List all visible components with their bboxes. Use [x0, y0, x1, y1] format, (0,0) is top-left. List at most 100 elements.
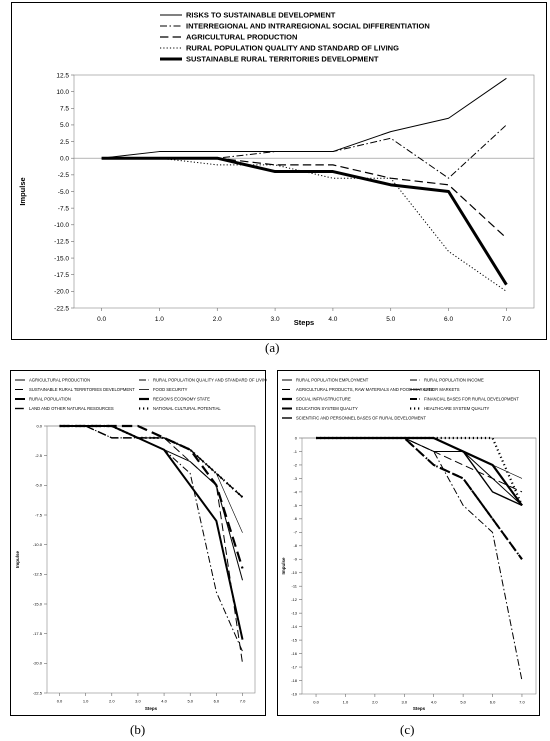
chart-b-legend-label: FOOD SECURITY: [153, 387, 188, 392]
chart-c-y-tick-label: -3: [293, 476, 297, 481]
chart-a-legend-label: INTERREGIONAL AND INTRAREGIONAL SOCIAL D…: [186, 22, 430, 31]
chart-b-series-line-8: [59, 424, 244, 499]
chart-c-legend-label: SCIENTIFIC AND PERSONNEL BASES OF RURAL …: [296, 415, 426, 420]
chart-b-y-tick-label: -5.0: [35, 483, 43, 488]
chart-c-y-tick-label: -2: [293, 462, 297, 467]
chart-c-y-tick-label: -13: [291, 611, 298, 616]
chart-c-x-axis-label: Steps: [413, 706, 426, 711]
chart-c-y-tick-label: -10: [291, 570, 298, 575]
chart-a-y-tick-label: -17.5: [54, 272, 69, 279]
chart-b-series-line-3: [59, 425, 244, 664]
chart-c-y-tick-label: -14: [291, 624, 298, 629]
chart-a-plot-frame: [73, 74, 535, 309]
chart-b-plot-frame: [46, 425, 256, 694]
chart-b-series-line-1: [59, 425, 244, 581]
chart-a-y-tick-label: -12.5: [54, 239, 69, 246]
chart-b-series-line-4: [59, 425, 243, 533]
chart-b-x-tick-label: 6.0: [214, 699, 220, 704]
chart-b-legend-label: LAND AND OTHER NATURAL RESOURCES: [29, 406, 114, 411]
chart-a-x-tick-label: 1.0: [155, 316, 164, 323]
chart-a-y-tick-label: 2.5: [60, 139, 69, 146]
chart-c-y-axis-label: Impulse: [281, 557, 286, 575]
chart-c-legend-label: HEALTHCARE SYSTEM QUALITY: [424, 406, 490, 411]
chart-b-x-tick-label: 7.0: [240, 699, 246, 704]
chart-a-x-tick-label: 3.0: [271, 316, 280, 323]
chart-b-legend-label: AGRICULTURAL PRODUCTION: [29, 377, 90, 382]
chart-a-y-tick-label: -22.5: [54, 305, 69, 312]
chart-b-y-tick-label: -10.0: [33, 542, 43, 547]
chart-a-series-line-4: [101, 157, 507, 292]
chart-b-x-tick-label: 0.0: [57, 699, 63, 704]
chart-c-x-tick-label: 0.0: [313, 700, 319, 705]
chart-b-y-tick-label: -7.5: [35, 512, 43, 517]
chart-c-y-tick-label: -17: [291, 664, 298, 669]
chart-a-y-tick-label: 12.5: [56, 72, 69, 79]
chart-a-panel: 12.5 10.0 7.5 5.0 2.5 0.0 -2.5 -5.0 -7.5 -10.0 -12…: [11, 2, 547, 340]
chart-a-y-tick-label: -10.0: [54, 222, 69, 229]
chart-b-y-tick-label: 0.0: [36, 423, 42, 428]
chart-c-x-tick-label: 2.0: [372, 700, 378, 705]
chart-c-legend-label: EDUCATION SYSTEM QUALITY: [296, 406, 358, 411]
chart-a-legend-label: RISKS TO SUSTAINABLE DEVELOPMENT: [186, 11, 336, 20]
chart-a-x-tick-label: 6.0: [444, 316, 453, 323]
chart-c-legend-label: RURAL POPULATION EMPLOYMENT: [296, 377, 369, 382]
chart-c-panel: 0 -1 -2 -3 -4 -5 -6 -7 -8 -9 -10 -11 -12 -13 -14 -15 -16…: [277, 370, 540, 716]
chart-c-y-tick-label: -6: [293, 516, 297, 521]
chart-c-y-tick-label: -9: [293, 557, 297, 562]
chart-a-legend-label: RURAL POPULATION QUALITY AND STANDARD OF…: [186, 44, 399, 53]
chart-c-y-tick-label: -8: [293, 543, 297, 548]
chart-c-legend-label: AGRICULTURAL PRODUCTS, RAW MATERIALS AND…: [296, 387, 434, 392]
chart-b-x-axis-label: Steps: [145, 706, 158, 711]
chart-b-x-tick-label: 4.0: [161, 699, 167, 704]
chart-a-series-line-2: [101, 124, 507, 179]
chart-b-legend-label: RURAL POPULATION QUALITY AND STANDARD OF…: [153, 377, 267, 382]
chart-c-y-tick-label: -18: [291, 678, 298, 683]
chart-b-y-tick-label: -22.5: [33, 690, 43, 695]
chart-b-x-tick-label: 5.0: [187, 699, 193, 704]
chart-a: 12.5 10.0 7.5 5.0 2.5 0.0 -2.5 -5.0 -7.5 -10.0 -12…: [18, 11, 535, 327]
chart-c-series-line-2: [316, 437, 523, 681]
chart-c-x-tick-label: 5.0: [460, 700, 466, 705]
chart-c-legend-label: FINANCIAL BASES FOR RURAL DEVELOPMENT: [424, 396, 519, 401]
chart-b-x-tick-label: 1.0: [83, 699, 89, 704]
chart-a-series-line-1: [101, 77, 507, 159]
chart-b-x-tick-label: 3.0: [135, 699, 141, 704]
chart-c-y-tick-label: -4: [293, 489, 297, 494]
chart-c-legend-label: RURAL POPULATION INCOME: [424, 377, 484, 382]
chart-a-series-line-5: [101, 156, 508, 286]
chart-a-y-tick-label: 10.0: [56, 89, 69, 96]
chart-c-series-line-6: [316, 437, 523, 560]
chart-a-x-tick-label: 7.0: [502, 316, 511, 323]
chart-c-x-tick-label: 7.0: [519, 700, 525, 705]
chart-a-legend-label: AGRICULTURAL PRODUCTION: [186, 33, 297, 42]
chart-b-series-line-2: [59, 425, 243, 652]
chart-b-legend-label: RURAL POPULATION: [29, 396, 71, 401]
chart-c-series-line-1: [316, 437, 523, 506]
chart-b: 0.0 -2.5 -5.0 -7.5 -10.0 -12.5 -15.0 -17.5 -20.0…: [15, 377, 267, 711]
chart-b-y-axis-label: Impulse: [15, 551, 20, 569]
chart-a-y-tick-label: 0.0: [60, 155, 69, 162]
chart-b-y-tick-label: -20.0: [33, 661, 43, 666]
chart-c-y-tick-label: -1: [293, 449, 297, 454]
caption-b: (b): [130, 722, 146, 737]
caption-c: (c): [400, 722, 415, 737]
chart-b-y-tick-label: -12.5: [33, 572, 43, 577]
chart-b-series-line-5: [59, 425, 244, 640]
chart-a-x-tick-label: 2.0: [213, 316, 222, 323]
chart-c-y-tick-label: -16: [291, 651, 298, 656]
chart-a-legend-label: SUSTAINABLE RURAL TERRITORIES DEVELOPMEN…: [186, 55, 379, 64]
chart-a-y-tick-label: -2.5: [58, 172, 70, 179]
chart-c-y-tick-label: -12: [291, 597, 298, 602]
chart-b-legend-label: NATIONAL CULTURAL POTENTIAL: [153, 406, 221, 411]
chart-a-x-tick-label: 4.0: [328, 316, 337, 323]
chart-c: 0 -1 -2 -3 -4 -5 -6 -7 -8 -9 -10 -11 -12 -13 -14 -15 -16…: [281, 377, 537, 711]
chart-c-x-tick-label: 3.0: [402, 700, 408, 705]
chart-a-y-tick-label: 5.0: [60, 122, 69, 129]
chart-b-panel: 0.0 -2.5 -5.0 -7.5 -10.0 -12.5 -15.0 -17.5 -20.0…: [10, 370, 267, 716]
chart-a-y-tick-label: -7.5: [58, 205, 70, 212]
chart-c-x-tick-label: 4.0: [431, 700, 437, 705]
chart-c-legend-label: LABOR MARKETS: [424, 387, 460, 392]
chart-b-y-tick-label: -15.0: [33, 601, 43, 606]
chart-c-y-tick-label: -5: [293, 503, 297, 508]
chart-a-x-axis-label: Steps: [294, 318, 314, 327]
